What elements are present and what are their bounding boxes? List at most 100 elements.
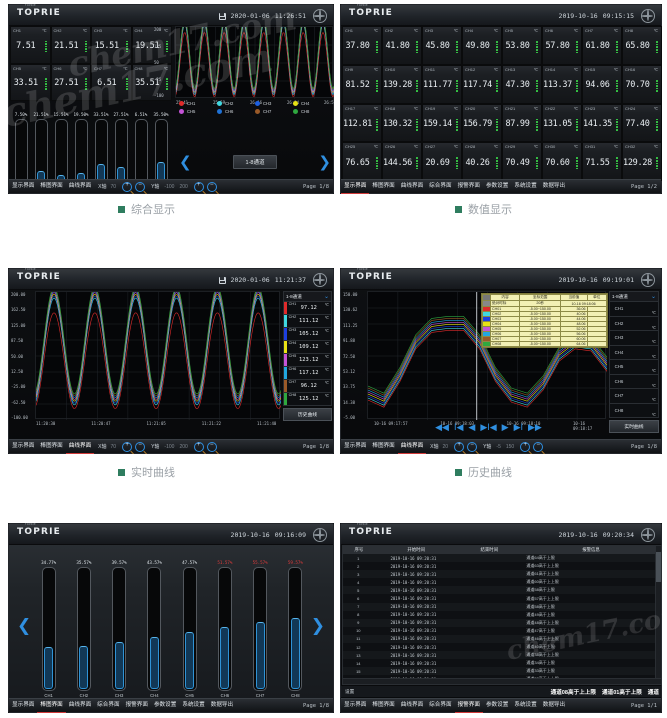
menu-item-4[interactable]: 报警界面 bbox=[125, 702, 148, 708]
numeric-cell[interactable]: CH6 ℃ 57.80 bbox=[542, 26, 582, 65]
numeric-cell[interactable]: CH4 ℃ 19.51 bbox=[131, 26, 172, 64]
numeric-cell[interactable]: CH1 ℃ 7.51 bbox=[10, 26, 51, 64]
numeric-cell[interactable]: CH16 ℃ 70.70 bbox=[622, 64, 662, 104]
numeric-cell[interactable]: CH25 ℃ 76.65 bbox=[342, 142, 382, 181]
table-row[interactable]: 1 2019-10-16 09:20:31 通道64高于上限 bbox=[343, 554, 661, 563]
numeric-cell[interactable]: CH8 ℃ 35.51 bbox=[131, 63, 172, 101]
legend-item[interactable]: CH2 bbox=[217, 101, 255, 106]
legend-item[interactable]: CH5 bbox=[179, 109, 217, 114]
next-group-button[interactable]: ❯ bbox=[310, 616, 325, 635]
bar-meter[interactable]: 35.57% CH2 bbox=[76, 560, 91, 698]
y-zoom-out-icon[interactable]: − bbox=[533, 441, 544, 452]
y-axis-max[interactable]: 200 bbox=[179, 443, 188, 450]
y-zoom-out-icon[interactable]: − bbox=[206, 181, 217, 192]
y-zoom-in-icon[interactable]: + bbox=[193, 181, 204, 192]
channel-row[interactable]: CH6 ℃ bbox=[609, 374, 659, 389]
menu-item-bar[interactable]: 棒图界面 bbox=[372, 443, 395, 449]
bar-meter[interactable]: 34.77% CH1 bbox=[41, 560, 56, 698]
channel-row[interactable]: CH2 ℃ 111.12 bbox=[283, 315, 332, 328]
numeric-cell[interactable]: CH1 ℃ 37.80 bbox=[342, 26, 382, 65]
menu-item-7[interactable]: 数据导出 bbox=[542, 183, 566, 189]
menu-item-0[interactable]: 显示界面 bbox=[341, 180, 370, 194]
menu-item-curve[interactable]: 曲线界面 bbox=[65, 440, 95, 454]
menu-item-display[interactable]: 显示界面 bbox=[344, 443, 367, 449]
menu-item-5[interactable]: 参数设置 bbox=[485, 183, 509, 189]
menu-item-2[interactable]: 曲线界面 bbox=[400, 183, 424, 189]
playback-button-2[interactable]: ◀ bbox=[468, 422, 476, 432]
menu-item-7[interactable]: 数据导出 bbox=[542, 702, 566, 708]
numeric-cell[interactable]: CH29 ℃ 70.49 bbox=[502, 142, 542, 181]
table-row[interactable]: 3 2019-10-16 09:20:31 通道61高于上上限 bbox=[343, 570, 661, 579]
table-row[interactable]: 7 2019-10-16 09:20:31 通道58高于上限 bbox=[343, 602, 661, 611]
legend-item[interactable]: CH6 bbox=[217, 109, 255, 114]
channel-row[interactable]: CH4 ℃ bbox=[609, 345, 659, 360]
menu-item-6[interactable]: 系统设置 bbox=[514, 183, 537, 189]
table-row[interactable]: 4 2019-10-16 09:20:31 通道60高于上上限 bbox=[343, 578, 661, 587]
channel-group-selector[interactable]: 1-8通道 ⌄ bbox=[283, 291, 332, 302]
channel-row[interactable]: CH8 ℃ 125.12 bbox=[283, 393, 332, 406]
numeric-cell[interactable]: CH14 ℃ 113.37 bbox=[542, 64, 582, 104]
numeric-cell[interactable]: CH3 ℃ 15.51 bbox=[91, 26, 132, 64]
menu-item-1[interactable]: 棒图界面 bbox=[372, 183, 395, 189]
next-group-button[interactable]: ❯ bbox=[318, 153, 331, 171]
bar-meter[interactable]: 39.57% CH3 bbox=[112, 560, 127, 698]
network-globe-icon[interactable] bbox=[641, 273, 655, 287]
y-zoom-in-icon[interactable]: + bbox=[193, 441, 204, 452]
numeric-cell[interactable]: CH13 ℃ 47.30 bbox=[502, 64, 542, 104]
table-row[interactable]: 10 2019-10-16 09:20:31 通道47高于上限 bbox=[343, 626, 661, 635]
menu-item-bar[interactable]: 棒图界面 bbox=[40, 443, 63, 449]
y-axis-min[interactable]: -5 bbox=[496, 443, 501, 450]
menu-item-2[interactable]: 曲线界面 bbox=[68, 702, 92, 708]
numeric-cell[interactable]: CH9 ℃ 81.52 bbox=[342, 64, 382, 104]
chevron-down-icon[interactable]: ⌄ bbox=[323, 294, 329, 300]
numeric-cell[interactable]: CH6 ℃ 27.51 bbox=[50, 63, 91, 101]
y-axis-min[interactable]: -100 bbox=[164, 183, 175, 190]
numeric-cell[interactable]: CH31 ℃ 71.55 bbox=[582, 142, 622, 181]
table-row[interactable]: 6 2019-10-16 09:20:31 通道57高于上上限 bbox=[343, 594, 661, 603]
menu-item-6[interactable]: 系统设置 bbox=[182, 702, 205, 708]
scrollbar-thumb[interactable] bbox=[656, 552, 661, 582]
menu-item-3[interactable]: 综合界面 bbox=[97, 702, 120, 708]
channel-row[interactable]: CH4 ℃ 109.12 bbox=[283, 341, 332, 354]
channel-group-label[interactable]: 1-8通道 bbox=[232, 155, 278, 169]
numeric-cell[interactable]: CH2 ℃ 41.80 bbox=[382, 26, 422, 65]
legend-item[interactable]: CH4 bbox=[293, 101, 331, 106]
switch-to-history-button[interactable]: 历史曲线 bbox=[283, 408, 332, 421]
channel-row[interactable]: CH3 ℃ bbox=[609, 331, 659, 346]
numeric-cell[interactable]: CH27 ℃ 20.69 bbox=[422, 142, 462, 181]
network-globe-icon[interactable] bbox=[641, 9, 655, 23]
menu-item-3[interactable]: 综合界面 bbox=[429, 183, 452, 189]
x-zoom-out-icon[interactable]: − bbox=[135, 181, 146, 192]
bar-meter[interactable]: 51.57% CH6 bbox=[217, 560, 232, 698]
legend-item[interactable]: CH1 bbox=[179, 101, 217, 106]
prev-group-button[interactable]: ❮ bbox=[179, 153, 192, 171]
menu-item-display[interactable]: 显示界面 bbox=[12, 183, 35, 189]
numeric-cell[interactable]: CH17 ℃ 112.81 bbox=[342, 103, 382, 143]
menu-item-4[interactable]: 报警界面 bbox=[454, 699, 483, 713]
table-row[interactable]: 13 2019-10-16 09:20:31 通道38高于上上限 bbox=[343, 651, 661, 660]
menu-item-curve[interactable]: 曲线界面 bbox=[68, 183, 92, 189]
numeric-cell[interactable]: CH23 ℃ 141.35 bbox=[582, 103, 622, 143]
bar-meter[interactable]: 35.50%CH8 bbox=[153, 112, 169, 187]
y-zoom-out-icon[interactable]: − bbox=[206, 441, 217, 452]
menu-item-0[interactable]: 显示界面 bbox=[12, 702, 35, 708]
bar-meter[interactable]: 21.51%CH2 bbox=[33, 112, 49, 187]
x-zoom-out-icon[interactable]: − bbox=[135, 441, 146, 452]
table-row[interactable]: 9 2019-10-16 09:20:31 通道48高于上上限 bbox=[343, 618, 661, 627]
table-row[interactable]: 11 2019-10-16 09:20:31 通道46高于上上限 bbox=[343, 634, 661, 644]
numeric-cell[interactable]: CH7 ℃ 61.80 bbox=[582, 26, 622, 65]
numeric-cell[interactable]: CH10 ℃ 139.28 bbox=[382, 64, 422, 104]
network-globe-icon[interactable] bbox=[313, 528, 327, 542]
numeric-cell[interactable]: CH3 ℃ 45.80 bbox=[422, 26, 462, 65]
numeric-cell[interactable]: CH12 ℃ 117.74 bbox=[462, 64, 502, 104]
menu-item-2[interactable]: 曲线界面 bbox=[400, 702, 424, 708]
y-zoom-in-icon[interactable]: + bbox=[520, 441, 531, 452]
playback-button-5[interactable]: ▶I bbox=[513, 422, 524, 432]
horizontal-scrollbar[interactable] bbox=[343, 678, 661, 684]
chevron-down-icon[interactable]: ⌄ bbox=[650, 294, 656, 300]
channel-row[interactable]: CH3 ℃ 105.12 bbox=[283, 328, 332, 341]
numeric-cell[interactable]: CH8 ℃ 65.80 bbox=[622, 26, 662, 65]
channel-row[interactable]: CH1 ℃ 97.12 bbox=[283, 302, 332, 315]
numeric-cell[interactable]: CH15 ℃ 94.06 bbox=[582, 64, 622, 104]
bar-meter[interactable]: 15.51%CH3 bbox=[53, 112, 69, 187]
